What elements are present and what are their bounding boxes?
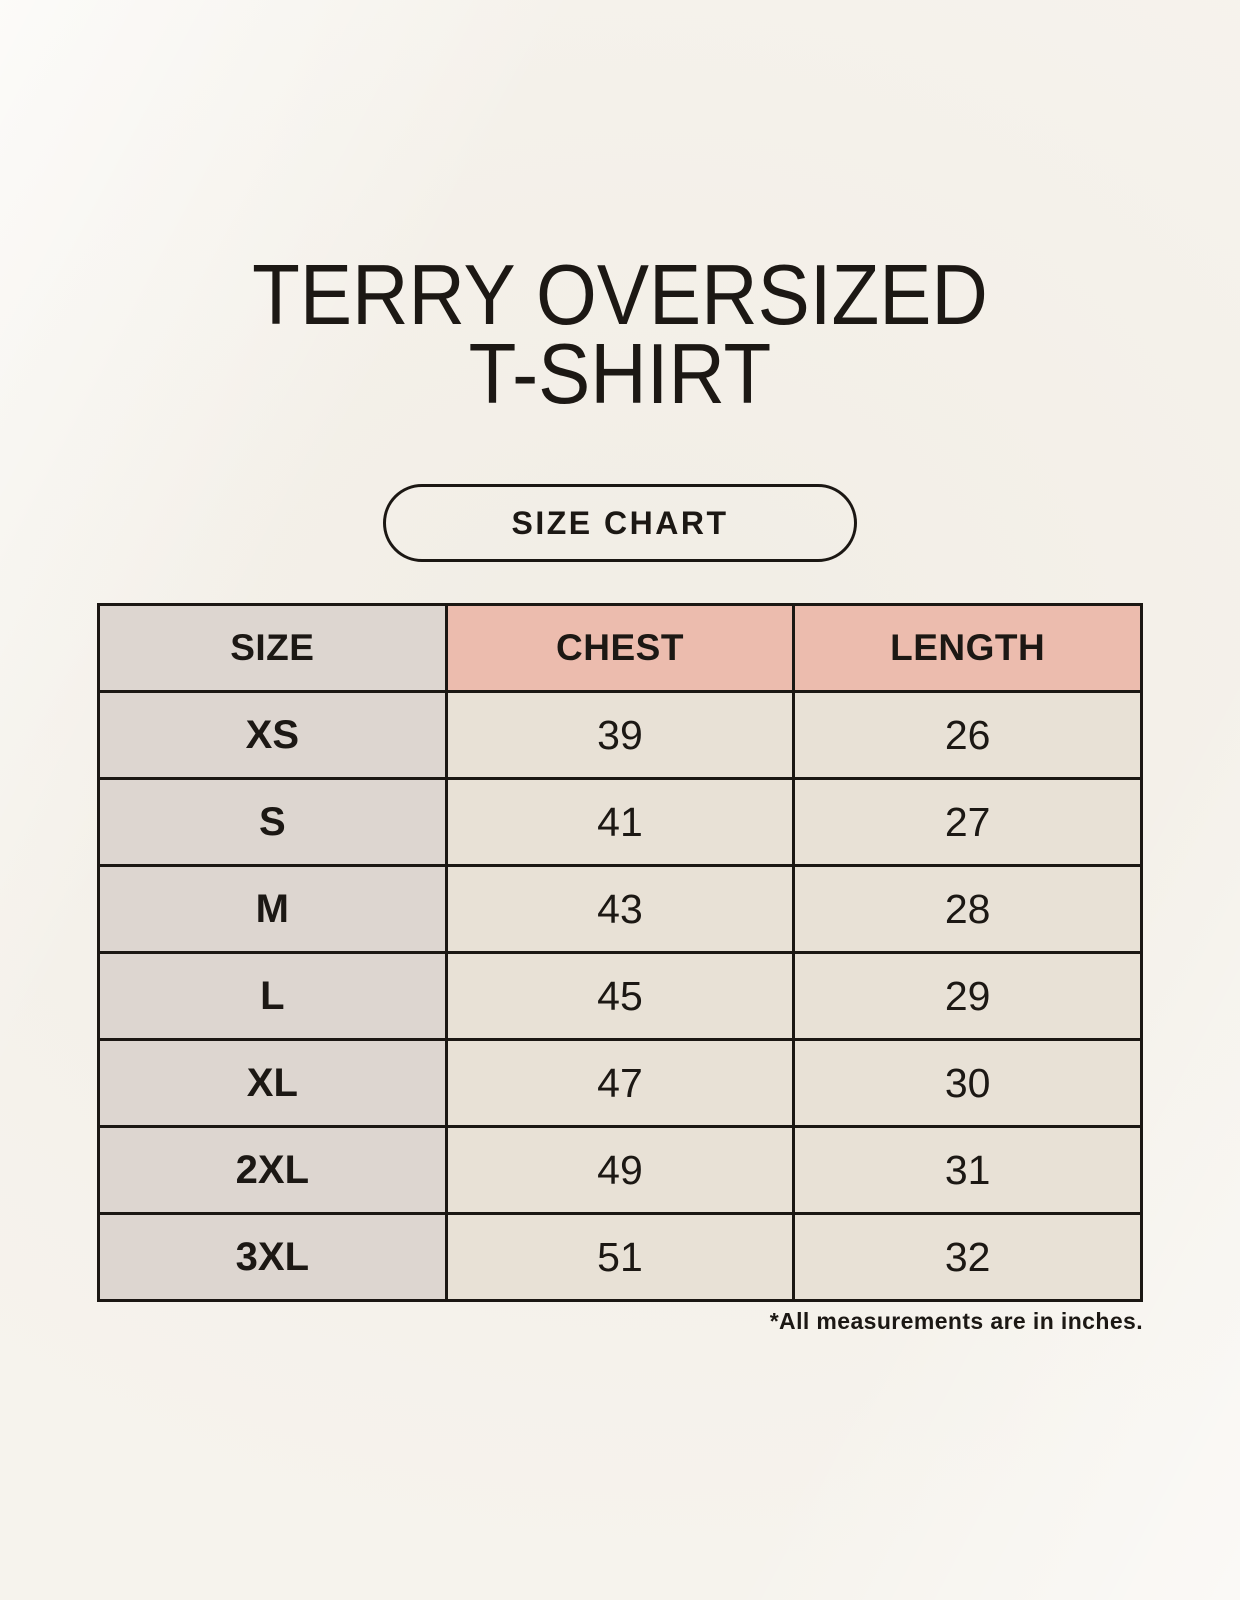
chest-cell: 49 — [444, 1125, 796, 1215]
column-header-size: SIZE — [97, 603, 448, 693]
chest-cell: 39 — [444, 690, 796, 780]
size-cell: 2XL — [97, 1125, 448, 1215]
chest-cell: 47 — [444, 1038, 796, 1128]
size-chart-table: SIZE CHEST LENGTH XS 39 26 S 41 27 M 43 … — [97, 603, 1143, 1302]
product-title-line1: TERRY OVERSIZED — [252, 248, 988, 343]
size-cell: M — [97, 864, 448, 954]
chest-cell: 45 — [444, 951, 796, 1041]
table-header-row: SIZE CHEST LENGTH — [97, 603, 1143, 693]
product-title: TERRY OVERSIZED T-SHIRT — [50, 248, 1191, 423]
chest-cell: 43 — [444, 864, 796, 954]
table-row: 2XL 49 31 — [97, 1125, 1143, 1215]
size-cell: L — [97, 951, 448, 1041]
length-cell: 32 — [792, 1212, 1143, 1302]
table-row: XS 39 26 — [97, 690, 1143, 780]
length-cell: 26 — [792, 690, 1143, 780]
table-row: M 43 28 — [97, 864, 1143, 954]
length-cell: 30 — [792, 1038, 1143, 1128]
table-row: L 45 29 — [97, 951, 1143, 1041]
measurements-note: *All measurements are in inches. — [769, 1308, 1143, 1334]
chest-cell: 51 — [444, 1212, 796, 1302]
table-row: XL 47 30 — [97, 1038, 1143, 1128]
column-header-chest: CHEST — [444, 603, 796, 693]
length-cell: 28 — [792, 864, 1143, 954]
length-cell: 29 — [792, 951, 1143, 1041]
length-cell: 27 — [792, 777, 1143, 867]
size-cell: XL — [97, 1038, 448, 1128]
column-header-length: LENGTH — [792, 603, 1143, 693]
size-cell: S — [97, 777, 448, 867]
table-row: S 41 27 — [97, 777, 1143, 867]
product-title-line2: T-SHIRT — [468, 327, 772, 423]
length-cell: 31 — [792, 1125, 1143, 1215]
size-cell: 3XL — [97, 1212, 448, 1302]
table-row: 3XL 51 32 — [97, 1212, 1143, 1302]
chest-cell: 41 — [444, 777, 796, 867]
size-cell: XS — [97, 690, 448, 780]
size-chart-button[interactable]: SIZE CHART — [383, 484, 857, 562]
